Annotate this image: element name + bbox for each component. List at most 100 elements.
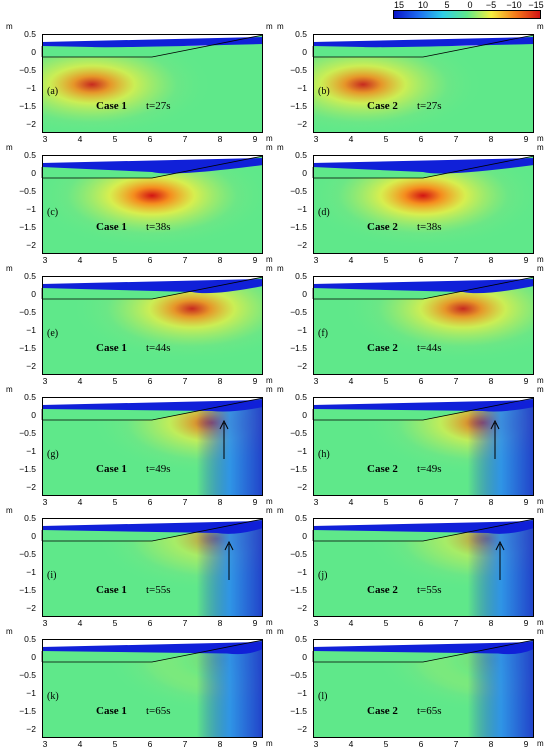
subplot-panel: 0.5 0 −0.5 −1 −1.5 −2 3 4 5 6 7 8 9 m m m (h) Case 2 t=49s — [271, 385, 544, 507]
y-tick-label: −0.5 — [19, 186, 36, 196]
y-tick-label: −1.5 — [290, 706, 307, 716]
y-tick-label: 0 — [31, 410, 36, 420]
slope-line — [42, 397, 264, 421]
y-tick-label: −2 — [26, 361, 36, 371]
y-tick-label: 0.5 — [295, 271, 307, 281]
y-unit-label: m — [277, 22, 284, 31]
colorbar-tick: 10 — [417, 0, 429, 10]
slope-line — [42, 34, 264, 58]
y-tick-label: −2 — [26, 603, 36, 613]
y-tick-label: −1 — [26, 325, 36, 335]
x-tick-label: 8 — [217, 618, 223, 628]
arrow-icon — [224, 540, 234, 580]
case-label: Case 1 — [96, 342, 127, 354]
x-tick-label: 5 — [112, 497, 118, 507]
wave-surface — [42, 279, 263, 294]
wave-surface — [313, 279, 534, 294]
x-tick-label: 9 — [252, 255, 258, 265]
case-label: Case 2 — [367, 100, 398, 112]
x-tick-label: 7 — [453, 255, 459, 265]
x-tick-label: 4 — [348, 255, 354, 265]
x-tick-label: 3 — [42, 497, 48, 507]
y-unit-label: m — [6, 627, 13, 636]
x-tick-label: 4 — [348, 376, 354, 386]
wave-surface — [42, 37, 263, 48]
y-tick-label: 0.5 — [295, 634, 307, 644]
y-tick-label: −2 — [297, 482, 307, 492]
colorbar-tick: 5 — [444, 0, 450, 10]
plot-frame — [313, 397, 534, 496]
y-unit-label: m — [537, 264, 544, 273]
y-tick-label: −1.5 — [19, 464, 36, 474]
x-tick-label: 4 — [77, 618, 83, 628]
y-tick-label: 0.5 — [295, 29, 307, 39]
x-unit-label: m — [266, 618, 273, 627]
x-tick-label: 4 — [348, 497, 354, 507]
x-tick-label: 8 — [488, 497, 494, 507]
y-tick-label: 0.5 — [24, 513, 36, 523]
x-tick-label: 4 — [348, 739, 354, 749]
slope-line — [42, 155, 264, 179]
subplot-panel: 0.5 0 −0.5 −1 −1.5 −2 3 4 5 6 7 8 9 m m m (i) Case 1 t=55s — [0, 506, 273, 628]
x-tick-label: 6 — [147, 497, 153, 507]
x-tick-label: 6 — [418, 376, 424, 386]
x-unit-label: m — [266, 497, 273, 506]
panel-letter: (a) — [47, 86, 59, 97]
x-tick-label: 8 — [217, 376, 223, 386]
subplot-panel: 0.5 0 −0.5 −1 −1.5 −2 3 4 5 6 7 8 9 m m m (c) Case 1 t=38s — [0, 143, 273, 265]
x-tick-label: 6 — [147, 134, 153, 144]
y-tick-label: 0 — [302, 410, 307, 420]
x-tick-label: 9 — [523, 739, 529, 749]
x-unit-label: m — [537, 255, 544, 264]
colorbar-tick: −10 — [506, 0, 522, 10]
y-tick-label: −2 — [297, 119, 307, 129]
y-tick-label: −2 — [297, 603, 307, 613]
subplot-panel: 0.5 0 −0.5 −1 −1.5 −2 3 4 5 6 7 8 9 m m m (j) Case 2 t=55s — [271, 506, 544, 628]
y-tick-label: 0 — [31, 168, 36, 178]
y-tick-label: −0.5 — [290, 186, 307, 196]
x-tick-label: 8 — [488, 739, 494, 749]
wave-surface — [313, 158, 534, 174]
time-label: t=55s — [146, 584, 171, 596]
colorbar-tick: −15 — [528, 0, 544, 10]
panel-letter: (l) — [318, 691, 328, 702]
x-tick-label: 8 — [217, 497, 223, 507]
y-tick-label: −0.5 — [290, 65, 307, 75]
y-tick-label: −1.5 — [290, 222, 307, 232]
x-tick-label: 5 — [383, 134, 389, 144]
y-tick-label: −0.5 — [290, 307, 307, 317]
case-label: Case 2 — [367, 705, 398, 717]
time-label: t=49s — [146, 463, 171, 475]
y-tick-label: −2 — [26, 724, 36, 734]
y-tick-label: −1.5 — [290, 101, 307, 111]
y-unit-label: m — [266, 264, 273, 273]
slope-line — [42, 518, 264, 542]
x-tick-label: 4 — [77, 739, 83, 749]
time-label: t=65s — [417, 705, 442, 717]
y-tick-label: −1 — [26, 83, 36, 93]
slope-line — [42, 639, 264, 663]
x-tick-label: 7 — [453, 376, 459, 386]
y-unit-label: m — [6, 506, 13, 515]
x-tick-label: 6 — [418, 739, 424, 749]
plot-frame — [313, 155, 534, 254]
plot-frame — [313, 34, 534, 133]
x-tick-label: 7 — [182, 376, 188, 386]
subplot-panel: 0.5 0 −0.5 −1 −1.5 −2 3 4 5 6 7 8 9 m m m (g) Case 1 t=49s — [0, 385, 273, 507]
subplot-panel: 0.5 0 −0.5 −1 −1.5 −2 3 4 5 6 7 8 9 m m m (f) Case 2 t=44s — [271, 264, 544, 386]
y-unit-label: m — [266, 506, 273, 515]
y-unit-label: m — [277, 385, 284, 394]
x-tick-label: 7 — [453, 739, 459, 749]
wave-surface — [313, 521, 534, 534]
case-label: Case 2 — [367, 342, 398, 354]
y-tick-label: −1 — [297, 567, 307, 577]
x-tick-label: 3 — [42, 134, 48, 144]
time-label: t=38s — [146, 221, 171, 233]
panel-letter: (g) — [47, 449, 59, 460]
y-tick-label: −2 — [26, 119, 36, 129]
x-tick-label: 3 — [42, 376, 48, 386]
y-unit-label: m — [266, 385, 273, 394]
case-label: Case 1 — [96, 463, 127, 475]
case-label: Case 2 — [367, 584, 398, 596]
x-tick-label: 9 — [523, 376, 529, 386]
